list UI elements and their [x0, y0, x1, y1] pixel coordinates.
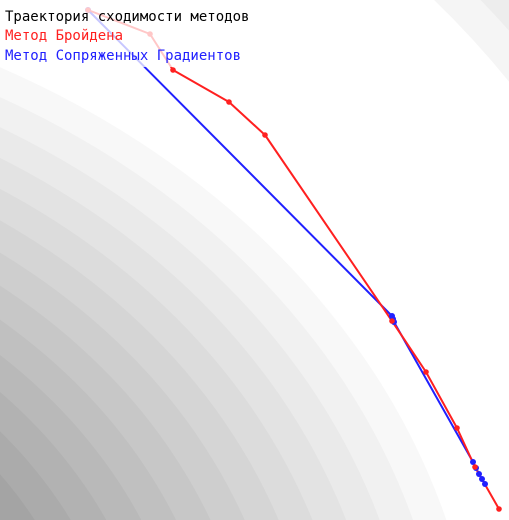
chart-title: Траектория сходимости методов — [5, 9, 249, 25]
data-point-conjugate-gradient — [482, 481, 488, 487]
data-point-broyden — [423, 369, 429, 375]
contour-valley — [35, 0, 509, 520]
legend-entry-broyden: Метод Бройдена — [5, 28, 123, 44]
legend-entry-conjugate-gradient: Метод Сопряженных Градиентов — [5, 48, 241, 64]
data-point-broyden — [496, 506, 502, 512]
data-point-broyden — [472, 464, 478, 470]
data-point-conjugate-gradient — [476, 471, 482, 477]
data-point-broyden — [170, 67, 176, 73]
data-point-broyden — [226, 99, 232, 105]
data-point-conjugate-gradient — [470, 459, 476, 465]
legend: Траектория сходимости методов Метод Брой… — [0, 3, 268, 67]
data-point-conjugate-gradient — [479, 476, 485, 482]
contour-band-lower — [0, 474, 35, 520]
data-point-broyden — [389, 318, 395, 324]
data-point-broyden — [454, 425, 460, 431]
data-point-broyden — [262, 132, 268, 138]
legend-backdrop — [0, 3, 268, 67]
